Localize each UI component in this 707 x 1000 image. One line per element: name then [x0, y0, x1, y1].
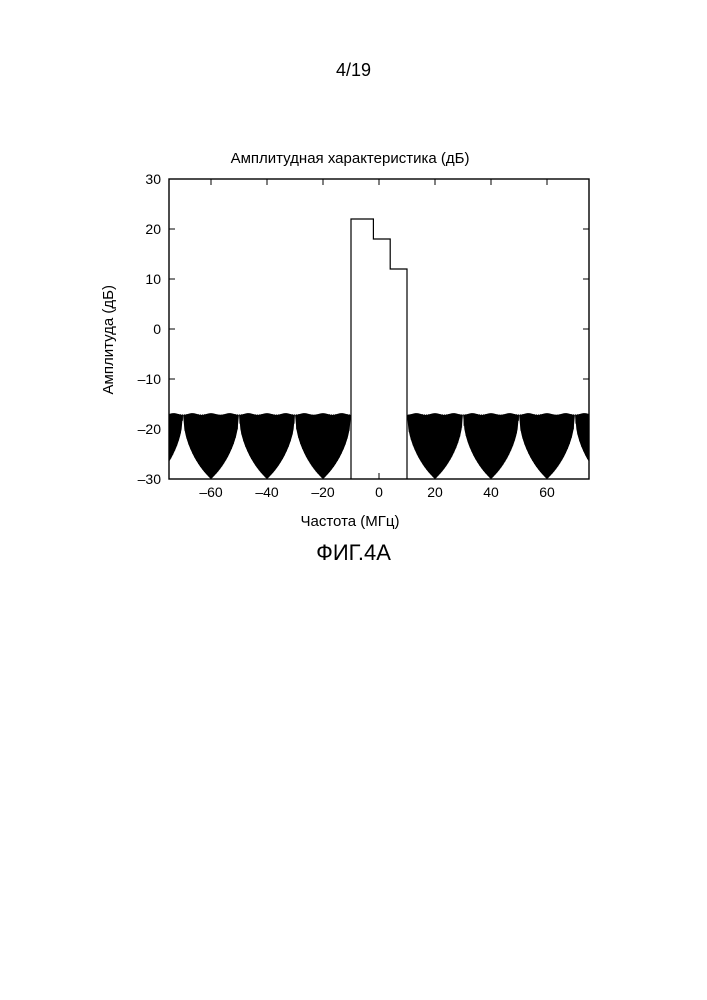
chart-container: Амплитудная характеристика (дБ) Амплитуд… [100, 150, 600, 530]
y-tick-label: 0 [153, 321, 161, 337]
x-tick-label: 0 [375, 484, 383, 500]
x-tick-label: –60 [199, 484, 223, 500]
y-tick-label: 10 [145, 271, 161, 287]
y-tick-label: –20 [138, 421, 162, 437]
x-tick-label: –20 [311, 484, 335, 500]
figure-label: ФИГ.4А [0, 540, 707, 566]
page-number: 4/19 [0, 60, 707, 81]
x-tick-label: 20 [427, 484, 443, 500]
y-tick-label: –30 [138, 471, 162, 487]
y-tick-label: 30 [145, 173, 161, 187]
chart-plot: –60 –40 –20 0 20 40 60 –30 –20 –10 0 10 20 30 [123, 173, 595, 507]
x-tick-label: 60 [539, 484, 555, 500]
x-tick-label: 40 [483, 484, 499, 500]
y-tick-label: 20 [145, 221, 161, 237]
y-axis-label: Амплитуда (дБ) [100, 285, 117, 394]
chart-title: Амплитудная характеристика (дБ) [100, 150, 600, 167]
y-tick-label: –10 [138, 371, 162, 387]
x-axis-label: Частота (МГц) [100, 513, 600, 530]
x-tick-label: –40 [255, 484, 279, 500]
page: 4/19 Амплитудная характеристика (дБ) Амп… [0, 0, 707, 1000]
